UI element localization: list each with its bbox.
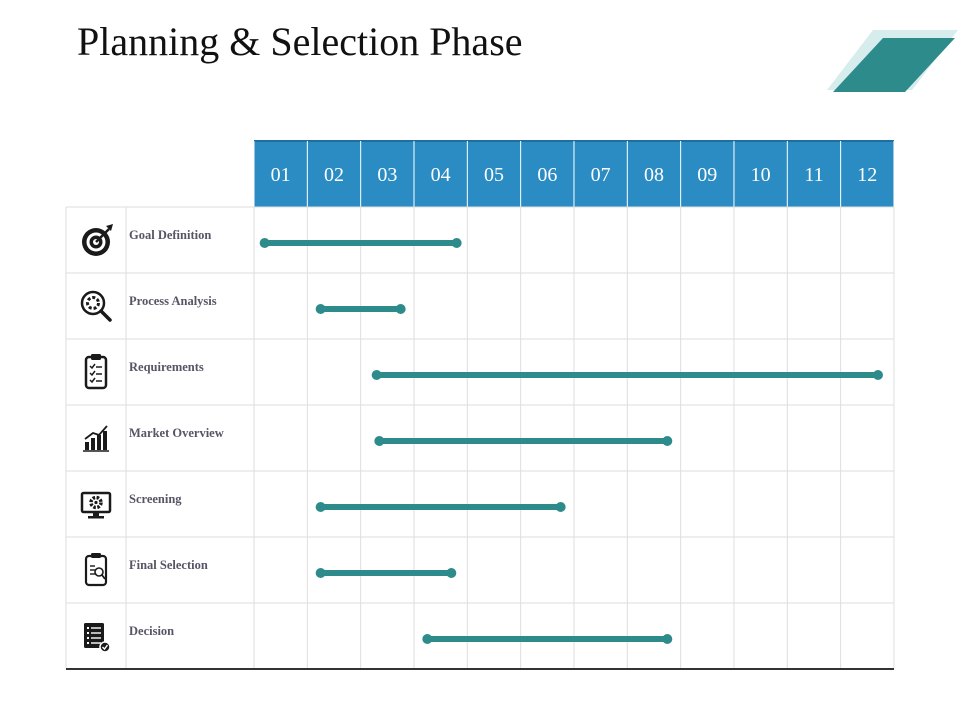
task-bar-end-dot <box>555 502 566 512</box>
task-bar-end-dot <box>395 304 406 314</box>
month-label-08: 08 <box>644 164 664 186</box>
clipboard-check <box>89 370 96 377</box>
task-label: Screening <box>129 492 182 506</box>
icon-bar <box>103 431 107 450</box>
target-arrow <box>95 228 110 243</box>
clipboard-check <box>89 363 96 370</box>
target-icon <box>82 224 113 256</box>
monitor-gear-hub <box>94 500 98 505</box>
icon-bar <box>85 442 89 450</box>
task-label: Decision <box>129 624 174 638</box>
task-bar-start-dot <box>371 370 382 380</box>
magnifier-handle <box>99 309 112 322</box>
month-label-11: 11 <box>804 164 823 186</box>
document-page <box>84 623 104 648</box>
month-label-07: 07 <box>591 164 611 186</box>
decorative-parallelogram <box>827 30 958 92</box>
clipboard-clip <box>91 354 101 360</box>
task-label: Requirements <box>129 360 204 374</box>
clipboard-clip <box>91 553 101 558</box>
monitor-stand <box>88 516 104 519</box>
task-bar-start-dot <box>315 304 326 314</box>
page-title: Planning & Selection Phase <box>77 19 523 64</box>
document-bullet <box>87 642 89 644</box>
task-bar-end-dot <box>872 370 883 380</box>
target-arrow-head <box>106 224 113 231</box>
month-label-02: 02 <box>324 164 344 186</box>
task-label: Goal Definition <box>129 228 211 242</box>
task-bar-end-dot <box>451 238 462 248</box>
magnifier-gear <box>86 296 100 310</box>
task-bar-end-dot <box>662 436 673 446</box>
task-label: Market Overview <box>129 426 224 440</box>
search-lens <box>94 567 104 577</box>
clipboard-check <box>89 377 96 384</box>
icon-bar <box>91 438 95 450</box>
icon-bar <box>97 435 101 450</box>
monitor-gear <box>89 495 103 510</box>
month-label-12: 12 <box>857 164 877 186</box>
task-bar-end-dot <box>446 568 457 578</box>
document-bullet <box>87 627 89 629</box>
monitor-gear-icon <box>80 491 112 519</box>
document-list-icon <box>84 623 111 653</box>
clipboard-board <box>84 355 108 390</box>
magnifier-gear-icon <box>80 290 112 322</box>
decorative-parallelogram-dark <box>833 38 955 92</box>
monitor-neck <box>93 512 99 516</box>
document-bullet <box>87 637 89 639</box>
task-bar-start-dot <box>315 502 326 512</box>
month-label-06: 06 <box>537 164 557 186</box>
bar-chart-icon <box>83 425 109 452</box>
document-badge <box>99 641 111 653</box>
month-label-04: 04 <box>431 164 451 186</box>
document-bullet <box>87 632 89 634</box>
magnifier-lens <box>80 290 106 316</box>
task-bar-start-dot <box>422 634 433 644</box>
icon-trend-line <box>84 425 108 440</box>
clipboard-checklist-icon <box>84 354 108 390</box>
search-handle <box>101 574 106 580</box>
month-label-03: 03 <box>377 164 397 186</box>
task-bar-start-dot <box>259 238 270 248</box>
task-label: Final Selection <box>129 558 208 572</box>
task-bar-start-dot <box>315 568 326 578</box>
task-label: Process Analysis <box>129 294 217 308</box>
month-label-01: 01 <box>271 164 291 186</box>
task-bar-start-dot <box>374 436 385 446</box>
document-badge-check <box>102 644 109 651</box>
task-bar-end-dot <box>662 634 673 644</box>
month-label-09: 09 <box>697 164 717 186</box>
clipboard-search-icon <box>84 553 108 587</box>
month-label-05: 05 <box>484 164 504 186</box>
month-label-10: 10 <box>751 164 771 186</box>
